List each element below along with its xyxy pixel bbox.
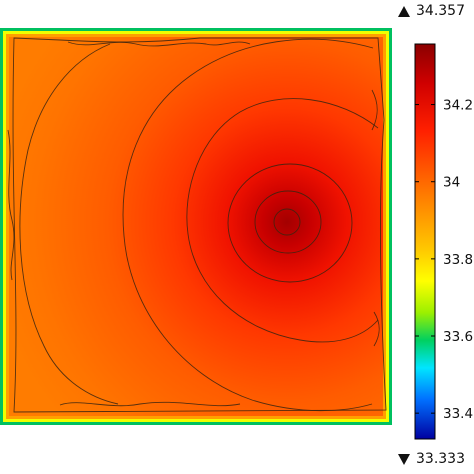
contour-bottom-ripple [59,401,241,407]
temperature-field [0,28,392,425]
contour-ring-1 [273,208,301,236]
contour-ring-4 [186,98,379,343]
min-value-label: 33.333 [398,451,465,467]
colorbar-tick-label: 33.6 [443,329,473,345]
contour-edge-ring [12,37,387,413]
contour-right-ripple-2 [373,311,380,347]
contour-lines [7,37,387,413]
colorbar-tick-label: 34 [443,175,460,191]
colorbar-ticks: 34.2 34 33.8 33.6 33.4 [415,98,473,422]
max-value-label: 34.357 [398,3,465,19]
contour-ring-2 [254,190,322,254]
min-arrow-icon [398,453,410,465]
field-fill [9,37,383,416]
max-arrow-icon [398,5,410,17]
contour-left-ripple [7,129,15,281]
colorbar: 34.2 34 33.8 33.6 33.4 [414,43,473,440]
colorbar-scale [414,43,436,440]
contour-arc-6 [19,43,119,405]
colorbar-tick-label: 33.4 [443,406,473,422]
colorbar-tick-label: 33.8 [443,252,473,268]
contour-top-ripple [67,41,251,47]
contour-arc-5 [122,38,374,412]
max-value-text: 34.357 [416,3,465,19]
contour-right-ripple-1 [371,89,378,131]
colorbar-tick-label: 34.2 [443,98,473,114]
min-value-text: 33.333 [416,451,465,467]
contour-ring-3 [227,163,353,283]
